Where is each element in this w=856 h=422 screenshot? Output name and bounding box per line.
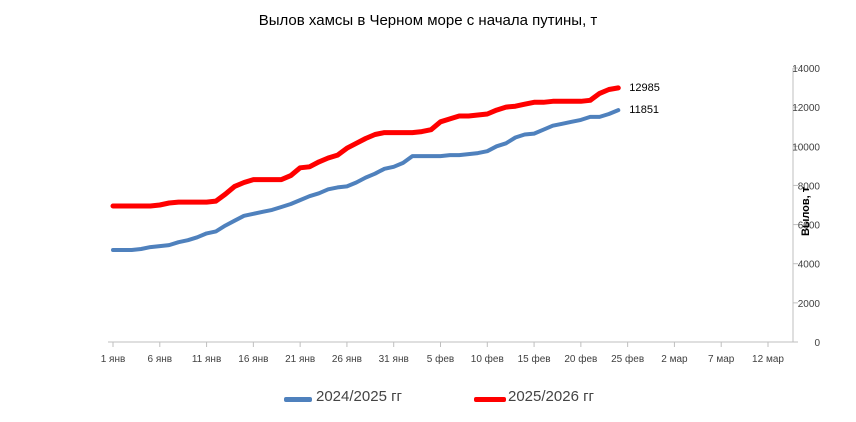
- x-tick-label: 6 янв: [147, 354, 172, 365]
- x-tick-label: 2 мар: [661, 354, 688, 365]
- x-tick-label: 12 мар: [752, 354, 784, 365]
- series-line-1: [110, 85, 621, 209]
- series-line-0: [111, 108, 621, 252]
- y-tick-label: 12000: [792, 103, 820, 114]
- y-tick-label: 10000: [792, 142, 820, 153]
- x-tick-label: 20 фев: [564, 353, 597, 365]
- y-axis-label: Вылов, т: [800, 186, 812, 236]
- legend-swatch-blue: [284, 397, 312, 402]
- x-tick-label: 10 фев: [471, 353, 504, 365]
- x-tick-label: 26 янв: [332, 354, 362, 365]
- y-tick-label: 6000: [798, 221, 821, 232]
- x-tick-label: 21 янв: [285, 354, 315, 365]
- series-end-label: 12985: [629, 82, 660, 94]
- x-tick-label: 16 янв: [238, 354, 268, 365]
- legend-label: 2024/2025 гг: [316, 388, 403, 405]
- x-tick-label: 7 мар: [708, 354, 735, 365]
- series-layer: 11851 12985: [110, 82, 660, 252]
- legend-swatch-red: [474, 397, 506, 402]
- y-tick-label: 8000: [798, 181, 821, 192]
- x-tick-label: 5 фев: [427, 353, 454, 365]
- x-tick-label: 15 фев: [518, 353, 551, 365]
- y-tick-label: 0: [814, 338, 820, 349]
- legend-label: 2025/2026 гг: [508, 388, 595, 405]
- series-end-label: 11851: [629, 104, 659, 116]
- x-tick-label: 11 янв: [192, 354, 221, 365]
- y-tick-label: 2000: [798, 299, 821, 310]
- x-tick-label: 1 янв: [101, 354, 126, 365]
- chart-title: Вылов хамсы в Черном море с начала путин…: [258, 12, 598, 29]
- x-tick-label: 31 янв: [379, 354, 409, 365]
- axes: 1 янв 6 янв 11 янв 16 янв 21 янв 26 янв 31 янв…: [101, 64, 821, 365]
- x-tick-label: 25 фев: [611, 353, 644, 365]
- y-tick-label: 14000: [792, 64, 820, 75]
- y-tick-label: 4000: [798, 260, 821, 271]
